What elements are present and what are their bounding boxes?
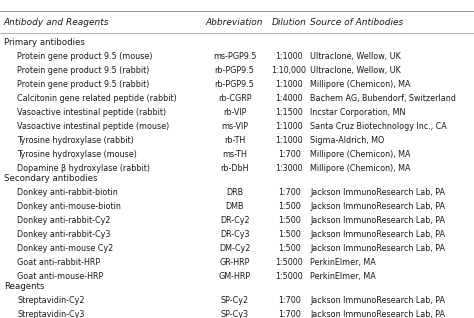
Text: 1:700: 1:700 — [278, 188, 301, 197]
Text: 1:500: 1:500 — [278, 244, 301, 253]
Text: 1:5000: 1:5000 — [275, 258, 303, 267]
Text: 1:700: 1:700 — [278, 310, 301, 318]
Text: Calcitonin gene related peptide (rabbit): Calcitonin gene related peptide (rabbit) — [17, 94, 177, 103]
Text: 1:1000: 1:1000 — [275, 136, 303, 145]
Text: PerkinElmer, MA: PerkinElmer, MA — [310, 258, 376, 267]
Text: DRB: DRB — [226, 188, 243, 197]
Text: 1:700: 1:700 — [278, 296, 301, 306]
Text: rb-PGP9.5: rb-PGP9.5 — [215, 66, 255, 75]
Text: GR-HRP: GR-HRP — [219, 258, 250, 267]
Text: Donkey anti-rabbit-biotin: Donkey anti-rabbit-biotin — [17, 188, 118, 197]
Text: Sigma-Aldrich, MO: Sigma-Aldrich, MO — [310, 136, 385, 145]
Text: Streptavidin-Cy2: Streptavidin-Cy2 — [17, 296, 84, 306]
Text: Dopamine β hydroxylase (rabbit): Dopamine β hydroxylase (rabbit) — [17, 164, 150, 173]
Text: Reagents: Reagents — [4, 282, 44, 292]
Text: Ultraclone, Wellow, UK: Ultraclone, Wellow, UK — [310, 66, 401, 75]
Text: Jackson ImmunoResearch Lab, PA: Jackson ImmunoResearch Lab, PA — [310, 216, 446, 225]
Text: rb-DbH: rb-DbH — [220, 164, 249, 173]
Text: 1:700: 1:700 — [278, 150, 301, 159]
Text: rb-TH: rb-TH — [224, 136, 245, 145]
Text: PerkinElmer, MA: PerkinElmer, MA — [310, 272, 376, 281]
Text: Jackson ImmunoResearch Lab, PA: Jackson ImmunoResearch Lab, PA — [310, 202, 446, 211]
Text: Donkey anti-mouse-biotin: Donkey anti-mouse-biotin — [17, 202, 121, 211]
Text: ms-VIP: ms-VIP — [221, 122, 248, 131]
Text: Jackson ImmunoResearch Lab, PA: Jackson ImmunoResearch Lab, PA — [310, 296, 446, 306]
Text: 1:1000: 1:1000 — [275, 122, 303, 131]
Text: 1:4000: 1:4000 — [275, 94, 303, 103]
Text: 1:500: 1:500 — [278, 216, 301, 225]
Text: Goat anti-mouse-HRP: Goat anti-mouse-HRP — [17, 272, 103, 281]
Text: rb-CGRP: rb-CGRP — [218, 94, 251, 103]
Text: Protein gene product 9.5 (rabbit): Protein gene product 9.5 (rabbit) — [17, 66, 149, 75]
Text: Santa Cruz Biotechnology Inc., CA: Santa Cruz Biotechnology Inc., CA — [310, 122, 447, 131]
Text: Streptavidin-Cy3: Streptavidin-Cy3 — [17, 310, 84, 318]
Text: GM-HRP: GM-HRP — [219, 272, 251, 281]
Text: Tyrosine hydroxylase (rabbit): Tyrosine hydroxylase (rabbit) — [17, 136, 134, 145]
Text: 1:5000: 1:5000 — [275, 272, 303, 281]
Text: DMB: DMB — [225, 202, 244, 211]
Text: Tyrosine hydroxylase (mouse): Tyrosine hydroxylase (mouse) — [17, 150, 137, 159]
Text: Antibody and Reagents: Antibody and Reagents — [4, 18, 109, 27]
Text: Jackson ImmunoResearch Lab, PA: Jackson ImmunoResearch Lab, PA — [310, 230, 446, 239]
Text: ms-PGP9.5: ms-PGP9.5 — [213, 52, 256, 61]
Text: Bachem AG, Bubendorf, Switzerland: Bachem AG, Bubendorf, Switzerland — [310, 94, 456, 103]
Text: Secondary antibodies: Secondary antibodies — [4, 174, 97, 183]
Text: Donkey anti-rabbit-Cy3: Donkey anti-rabbit-Cy3 — [17, 230, 110, 239]
Text: Goat anti-rabbit-HRP: Goat anti-rabbit-HRP — [17, 258, 100, 267]
Text: Vasoactive intestinal peptide (rabbit): Vasoactive intestinal peptide (rabbit) — [17, 108, 166, 117]
Text: Primary antibodies: Primary antibodies — [4, 38, 85, 47]
Text: Donkey anti-mouse Cy2: Donkey anti-mouse Cy2 — [17, 244, 113, 253]
Text: Incstar Corporation, MN: Incstar Corporation, MN — [310, 108, 406, 117]
Text: DM-Cy2: DM-Cy2 — [219, 244, 250, 253]
Text: Millipore (Chemicon), MA: Millipore (Chemicon), MA — [310, 80, 411, 89]
Text: Protein gene product 9.5 (rabbit): Protein gene product 9.5 (rabbit) — [17, 80, 149, 89]
Text: 1:1500: 1:1500 — [275, 108, 303, 117]
Text: Jackson ImmunoResearch Lab, PA: Jackson ImmunoResearch Lab, PA — [310, 244, 446, 253]
Text: rb-PGP9.5: rb-PGP9.5 — [215, 80, 255, 89]
Text: ms-TH: ms-TH — [222, 150, 247, 159]
Text: 1:10,000: 1:10,000 — [272, 66, 307, 75]
Text: SP-Cy2: SP-Cy2 — [220, 296, 249, 306]
Text: Jackson ImmunoResearch Lab, PA: Jackson ImmunoResearch Lab, PA — [310, 310, 446, 318]
Text: Millipore (Chemicon), MA: Millipore (Chemicon), MA — [310, 164, 411, 173]
Text: Donkey anti-rabbit-Cy2: Donkey anti-rabbit-Cy2 — [17, 216, 110, 225]
Text: 1:1000: 1:1000 — [275, 52, 303, 61]
Text: Dilution: Dilution — [272, 18, 307, 27]
Text: Jackson ImmunoResearch Lab, PA: Jackson ImmunoResearch Lab, PA — [310, 188, 446, 197]
Text: DR-Cy3: DR-Cy3 — [220, 230, 249, 239]
Text: Source of Antibodies: Source of Antibodies — [310, 18, 404, 27]
Text: Millipore (Chemicon), MA: Millipore (Chemicon), MA — [310, 150, 411, 159]
Text: Abbreviation: Abbreviation — [206, 18, 264, 27]
Text: DR-Cy2: DR-Cy2 — [220, 216, 249, 225]
Text: Vasoactive intestinal peptide (mouse): Vasoactive intestinal peptide (mouse) — [17, 122, 169, 131]
Text: SP-Cy3: SP-Cy3 — [220, 310, 249, 318]
Text: 1:1000: 1:1000 — [275, 80, 303, 89]
Text: 1:3000: 1:3000 — [275, 164, 303, 173]
Text: Protein gene product 9.5 (mouse): Protein gene product 9.5 (mouse) — [17, 52, 153, 61]
Text: 1:500: 1:500 — [278, 202, 301, 211]
Text: 1:500: 1:500 — [278, 230, 301, 239]
Text: Ultraclone, Wellow, UK: Ultraclone, Wellow, UK — [310, 52, 401, 61]
Text: rb-VIP: rb-VIP — [223, 108, 246, 117]
